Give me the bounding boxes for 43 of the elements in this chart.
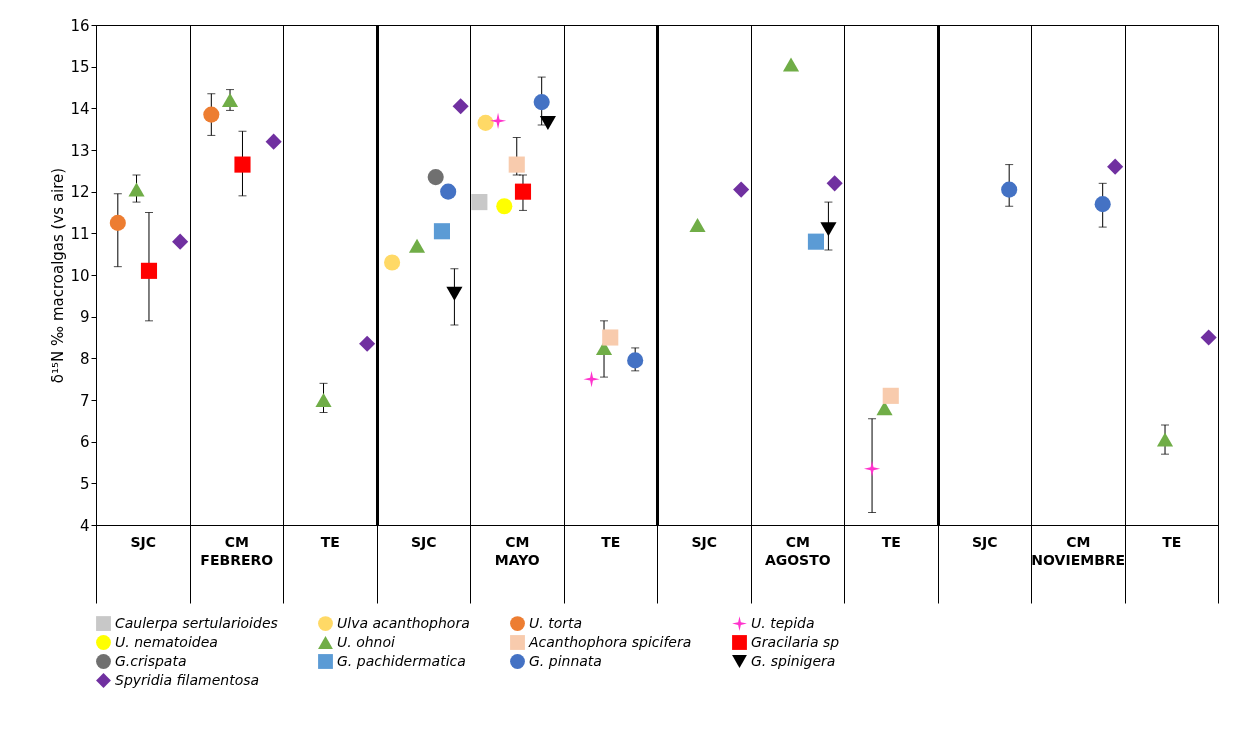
y-tick-label: 9 <box>79 308 90 327</box>
y-tick-label: 4 <box>79 516 90 535</box>
y-tick-label: 13 <box>70 141 90 160</box>
legend-label: G. pinnata <box>529 652 602 669</box>
text: NOVIEMBRE <box>1031 551 1126 568</box>
y-tick-label: 5 <box>79 474 90 493</box>
y-tick-label: 16 <box>70 16 90 35</box>
text: FEBRERO <box>200 551 274 568</box>
x-tick-label: CM <box>1066 533 1091 550</box>
x-tick-label: SJC <box>691 533 718 550</box>
y-tick-label: 10 <box>70 266 90 285</box>
y-tick-label: 14 <box>70 99 90 118</box>
x-tick-label: CM <box>505 533 530 550</box>
legend-label: Spyridia filamentosa <box>115 671 260 688</box>
text: MAYO <box>494 551 540 568</box>
y-tick-label: 15 <box>70 58 90 77</box>
y-tick-label: 7 <box>79 391 90 410</box>
x-tick-label: CM <box>224 533 249 550</box>
x-tick-label: SJC <box>130 533 157 550</box>
x-tick-label: CM <box>785 533 810 550</box>
x-tick-label: TE <box>601 533 621 550</box>
y-tick-label: 6 <box>79 433 90 452</box>
text: AGOSTO <box>764 551 831 568</box>
x-tick-label: TE <box>881 533 901 550</box>
x-tick-label: TE <box>1162 533 1182 550</box>
x-tick-label: TE <box>320 533 340 550</box>
legend-label: G. spinigera <box>751 652 836 669</box>
legend-label: Caulerpa sertularioides <box>115 614 278 631</box>
y-axis-title: δ¹⁵N ‰ macroalgas (vs aire) <box>49 167 68 384</box>
legend-label: U. tepida <box>751 614 815 631</box>
y-tick-label: 8 <box>79 349 90 368</box>
y-tick-label: 12 <box>70 183 90 202</box>
legend-label: Ulva acanthophora <box>337 614 470 631</box>
legend-label: U. torta <box>529 614 583 631</box>
x-tick-label: SJC <box>971 533 998 550</box>
legend-label: G. pachidermatica <box>337 652 466 669</box>
legend-label: Acanthophora spicifera <box>528 633 692 650</box>
y-tick-label: 11 <box>70 224 90 243</box>
legend-label: G.crispata <box>115 652 187 669</box>
x-tick-label: SJC <box>410 533 437 550</box>
legend-label: U. nematoidea <box>115 633 218 650</box>
legend-label: Gracilaria sp <box>751 633 840 650</box>
legend-label: U. ohnoi <box>337 633 396 650</box>
